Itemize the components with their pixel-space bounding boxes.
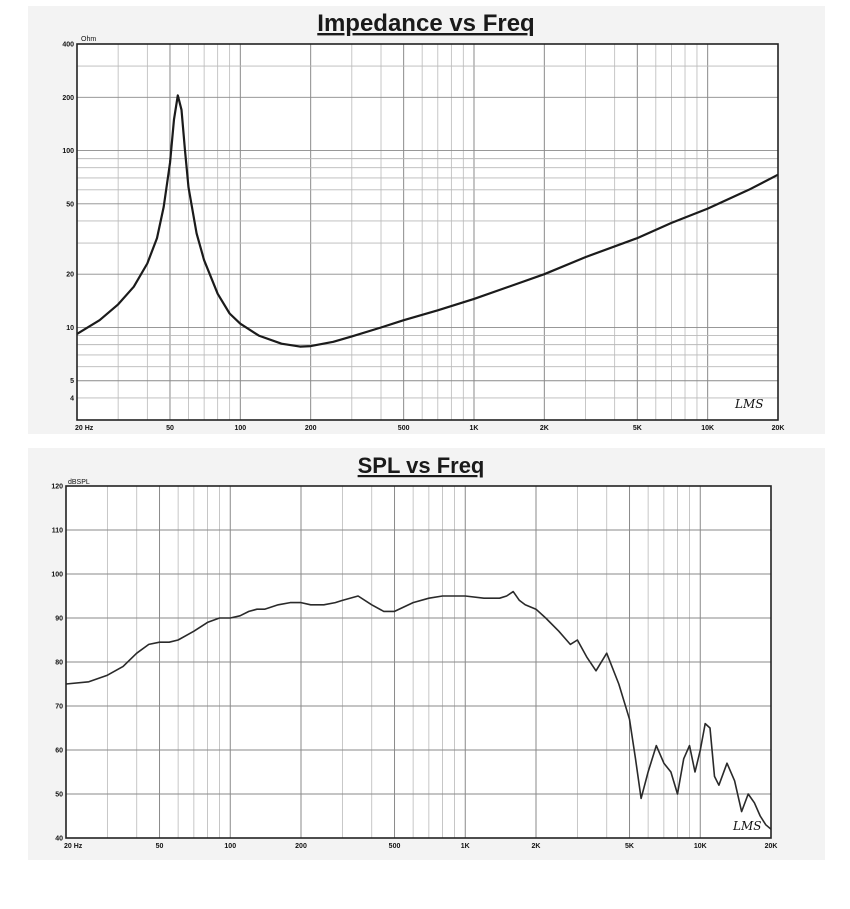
spl-y-tick-labels: 120 110 100 90 80 70 60 50 40 [51, 484, 63, 843]
y-tick-label: 200 [62, 95, 74, 102]
spl-chart: SPL vs Freq 120 110 100 90 80 70 60 50 40 20 Hz 5… [28, 448, 825, 860]
x-tick-label: 20 Hz [64, 843, 83, 850]
spl-x-tick-labels: 20 Hz 50 100 200 500 1K 2K 5K 10K 20K [64, 843, 777, 850]
impedance-plot-border [76, 43, 779, 421]
x-tick-label: 50 [156, 843, 164, 850]
y-tick-label: 20 [66, 272, 74, 279]
impedance-lms-signature: LMS [734, 397, 763, 411]
y-tick-label: 100 [62, 148, 74, 155]
y-tick-label: 50 [66, 201, 74, 208]
x-tick-label: 50 [166, 425, 174, 432]
impedance-y-unit-label: Ohm [81, 36, 96, 43]
spl-plot-border [65, 485, 772, 839]
y-tick-label: 110 [52, 528, 63, 535]
x-tick-label: 20K [765, 843, 778, 850]
y-tick-label: 10 [66, 325, 74, 332]
x-tick-label: 20K [772, 425, 785, 432]
y-tick-label: 90 [55, 616, 63, 623]
x-tick-label: 1K [470, 425, 479, 432]
x-tick-label: 500 [398, 425, 410, 432]
y-tick-label: 120 [51, 484, 63, 491]
impedance-plot-area [77, 44, 778, 420]
x-tick-label: 200 [295, 843, 307, 850]
y-tick-label: 60 [55, 748, 63, 755]
x-tick-label: 5K [633, 425, 642, 432]
impedance-x-tick-labels: 20 Hz 50 100 200 500 1K 2K 5K 10K 20K [75, 425, 784, 432]
y-tick-label: 100 [51, 572, 63, 579]
y-tick-label: 400 [62, 42, 74, 49]
spl-y-unit-label: dBSPL [68, 479, 90, 486]
x-tick-label: 1K [461, 843, 470, 850]
x-tick-label: 2K [540, 425, 549, 432]
x-tick-label: 100 [224, 843, 236, 850]
x-tick-label: 10K [701, 425, 714, 432]
impedance-chart: Impedance vs Freq 400 200 100 50 20 10 5 4 20 H… [28, 6, 825, 434]
y-tick-label: 40 [55, 836, 63, 843]
y-tick-label: 50 [55, 792, 63, 799]
x-tick-label: 5K [625, 843, 634, 850]
y-tick-label: 80 [55, 660, 63, 667]
x-tick-label: 100 [234, 425, 246, 432]
x-tick-label: 2K [532, 843, 541, 850]
x-tick-label: 10K [694, 843, 707, 850]
impedance-y-tick-labels: 400 200 100 50 20 10 5 4 [62, 42, 74, 403]
x-tick-label: 500 [389, 843, 401, 850]
spl-series-line [65, 590, 772, 830]
impedance-chart-title: Impedance vs Freq [317, 10, 534, 37]
x-tick-label: 200 [305, 425, 317, 432]
y-tick-label: 70 [55, 704, 63, 711]
x-tick-label: 20 Hz [75, 425, 94, 432]
y-tick-label: 5 [70, 378, 74, 385]
spl-chart-title: SPL vs Freq [358, 453, 485, 478]
spl-lms-signature: LMS [732, 819, 761, 833]
impedance-series-line [76, 94, 779, 348]
y-tick-label: 4 [70, 395, 74, 402]
